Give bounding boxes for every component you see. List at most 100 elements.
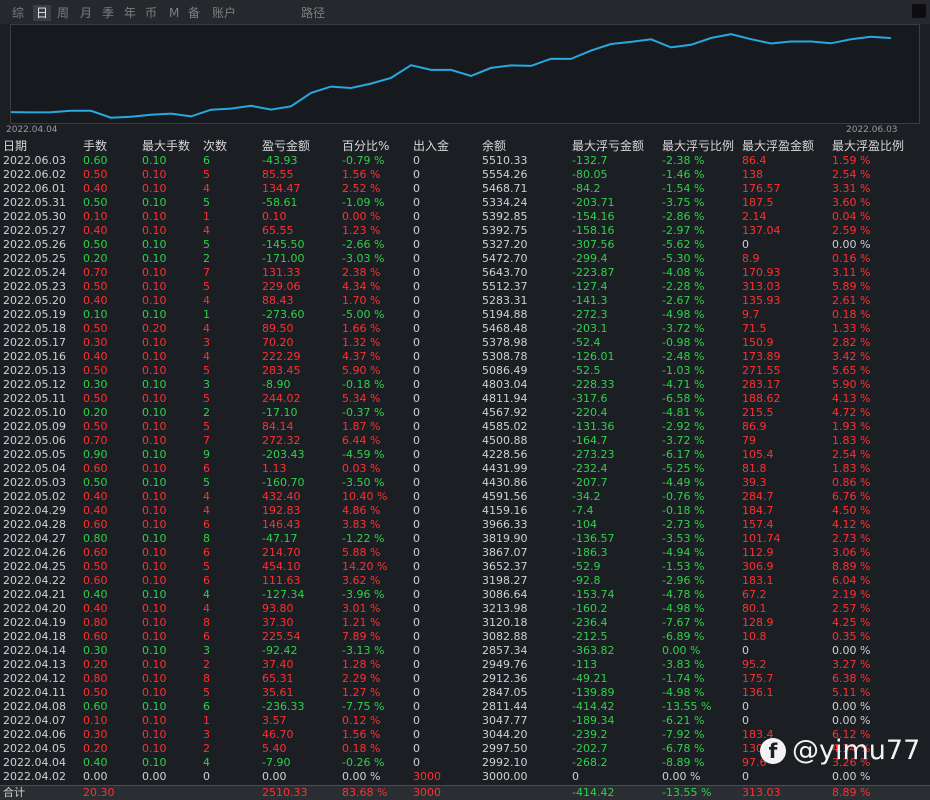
tab-9[interactable]: 账户 [212, 6, 237, 20]
table-row[interactable]: 2022.05.09 0.50 0.10 5 84.14 1.87 % 0 4585.02 -1… [0, 420, 930, 434]
cell-count: 8 [203, 532, 210, 545]
table-row[interactable]: 2022.04.25 0.50 0.10 5 454.10 14.20 % 0 3652.37… [0, 560, 930, 574]
cell-max-float-loss: -113 [572, 658, 597, 671]
table-row[interactable]: 2022.04.20 0.40 0.10 4 93.80 3.01 % 0 3213.98 -1… [0, 602, 930, 616]
cell-pnl: 111.63 [262, 574, 301, 587]
table-row[interactable]: 2022.05.10 0.20 0.10 2 -17.10 -0.37 % 0 4567.92… [0, 406, 930, 420]
cell-pct: -0.79 % [342, 154, 385, 167]
tab-7[interactable]: M [169, 6, 180, 20]
cell-max-float-profit: 79 [742, 434, 756, 447]
cell-deposit: 0 [413, 742, 420, 755]
table-row[interactable]: 2022.05.23 0.50 0.10 5 229.06 4.34 % 0 5512.37 -… [0, 280, 930, 294]
table-row[interactable]: 2022.05.16 0.40 0.10 4 222.29 4.37 % 0 5308.78 -… [0, 350, 930, 364]
header-lots[interactable]: 手数 [83, 139, 108, 153]
table-row[interactable]: 2022.05.30 0.10 0.10 1 0.10 0.00 % 0 5392.85 -15… [0, 210, 930, 224]
header-count[interactable]: 次数 [203, 139, 228, 153]
cell-pct: 7.89 % [342, 630, 381, 643]
table-row[interactable]: 2022.04.11 0.50 0.10 5 35.61 1.27 % 0 2847.05 -1… [0, 686, 930, 700]
table-row[interactable]: 2022.04.22 0.60 0.10 6 111.63 3.62 % 0 3198.27 -… [0, 574, 930, 588]
cell-pct: 1.21 % [342, 616, 381, 629]
table-row[interactable]: 2022.05.11 0.50 0.10 5 244.02 5.34 % 0 4811.94 -… [0, 392, 930, 406]
table-row[interactable]: 2022.06.02 0.50 0.10 5 85.55 1.56 % 0 5554.26 -8… [0, 168, 930, 182]
header-max-float-loss[interactable]: 最大浮亏金额 [572, 139, 645, 153]
table-row[interactable]: 2022.04.12 0.80 0.10 8 65.31 2.29 % 0 2912.36 -4… [0, 672, 930, 686]
tab-0[interactable]: 综 [12, 6, 25, 20]
header-max-lots[interactable]: 最大手数 [142, 139, 191, 153]
table-row[interactable]: 2022.05.26 0.50 0.10 5 -145.50 -2.66 % 0 5327.2… [0, 238, 930, 252]
cell-pct: 1.32 % [342, 336, 381, 349]
table-row[interactable]: 2022.05.20 0.40 0.10 4 88.43 1.70 % 0 5283.31 -1… [0, 294, 930, 308]
cell-max-lots: 0.10 [142, 700, 167, 713]
table-row[interactable]: 2022.05.13 0.50 0.10 5 283.45 5.90 % 0 5086.49 -… [0, 364, 930, 378]
cell-deposit: 0 [413, 560, 420, 573]
table-row[interactable]: 2022.05.24 0.70 0.10 7 131.33 2.38 % 0 5643.70 -… [0, 266, 930, 280]
table-row[interactable]: 2022.05.04 0.60 0.10 6 1.13 0.03 % 0 4431.99 -23… [0, 462, 930, 476]
cell-pct: -7.75 % [342, 700, 385, 713]
cell-date: 2022.04.25 [3, 560, 66, 573]
cell-lots: 0.40 [83, 182, 108, 195]
table-row[interactable]: 2022.04.27 0.80 0.10 8 -47.17 -1.22 % 0 3819.90… [0, 532, 930, 546]
table-row[interactable]: 2022.05.03 0.50 0.10 5 -160.70 -3.50 % 0 4430.8… [0, 476, 930, 490]
table-row[interactable]: 2022.05.31 0.50 0.10 5 -58.61 -1.09 % 0 5334.24… [0, 196, 930, 210]
header-pct[interactable]: 百分比% [342, 139, 390, 153]
header-pnl[interactable]: 盈亏金额 [262, 139, 311, 153]
table-row[interactable]: 2022.04.04 0.40 0.10 4 -7.90 -0.26 % 0 2992.10 -… [0, 756, 930, 770]
close-icon[interactable] [912, 4, 926, 18]
tab-6[interactable]: 币 [145, 6, 158, 20]
header-max-float-loss-pct[interactable]: 最大浮亏比例 [662, 139, 735, 153]
table-row[interactable]: 2022.05.17 0.30 0.10 3 70.20 1.32 % 0 5378.98 -5… [0, 336, 930, 350]
table-row[interactable]: 2022.04.19 0.80 0.10 8 37.30 1.21 % 0 3120.18 -2… [0, 616, 930, 630]
table-row[interactable]: 2022.04.13 0.20 0.10 2 37.40 1.28 % 0 2949.76 -1… [0, 658, 930, 672]
table-row[interactable]: 2022.04.21 0.40 0.10 4 -127.34 -3.96 % 0 3086.6… [0, 588, 930, 602]
header-balance[interactable]: 余额 [482, 139, 507, 153]
table-row[interactable]: 2022.05.02 0.40 0.10 4 432.40 10.40 % 0 4591.56… [0, 490, 930, 504]
table-row[interactable]: 2022.06.01 0.40 0.10 4 134.47 2.52 % 0 5468.71 -… [0, 182, 930, 196]
cell-count: 5 [203, 168, 210, 181]
header-date[interactable]: 日期 [3, 139, 28, 153]
tab-2[interactable]: 周 [57, 6, 70, 20]
cell-max-float-profit: 130 [742, 742, 763, 755]
table-row[interactable]: 2022.05.19 0.10 0.10 1 -273.60 -5.00 % 0 5194.8… [0, 308, 930, 322]
cell-max-float-profit-pct: 5.65 % [832, 364, 871, 377]
table-row[interactable]: 2022.05.27 0.40 0.10 4 65.55 1.23 % 0 5392.75 -1… [0, 224, 930, 238]
tab-1[interactable]: 日 [33, 5, 52, 21]
cell-max-float-profit-pct: 5.11 % [832, 686, 871, 699]
table-row[interactable]: 2022.04.06 0.30 0.10 3 46.70 1.56 % 0 3044.20 -2… [0, 728, 930, 742]
cell-deposit: 0 [413, 546, 420, 559]
total-max-float-loss: -414.42 [572, 786, 615, 799]
table-row[interactable]: 2022.06.03 0.60 0.10 6 -43.93 -0.79 % 0 5510.33… [0, 154, 930, 168]
table-row[interactable]: 2022.05.18 0.50 0.20 4 89.50 1.66 % 0 5468.48 -2… [0, 322, 930, 336]
table-row[interactable]: 2022.05.25 0.20 0.10 2 -171.00 -3.03 % 0 5472.7… [0, 252, 930, 266]
tab-10[interactable]: 路径 [301, 6, 326, 20]
cell-count: 5 [203, 196, 210, 209]
cell-pct: 1.56 % [342, 728, 381, 741]
tab-4[interactable]: 季 [102, 6, 115, 20]
table-row[interactable]: 2022.04.14 0.30 0.10 3 -92.42 -3.13 % 0 2857.34… [0, 644, 930, 658]
cell-lots: 0.80 [83, 532, 108, 545]
cell-max-float-profit-pct: 3.06 % [832, 546, 871, 559]
tab-3[interactable]: 月 [80, 6, 93, 20]
table-row[interactable]: 2022.04.08 0.60 0.10 6 -236.33 -7.75 % 0 2811.4… [0, 700, 930, 714]
cell-deposit: 0 [413, 728, 420, 741]
cell-max-lots: 0.10 [142, 462, 167, 475]
tab-8[interactable]: 备 [188, 6, 201, 20]
table-row[interactable]: 2022.04.29 0.40 0.10 4 192.83 4.86 % 0 4159.16 -… [0, 504, 930, 518]
table-row[interactable]: 2022.04.18 0.60 0.10 6 225.54 7.89 % 0 3082.88 -… [0, 630, 930, 644]
header-deposit[interactable]: 出入金 [413, 139, 450, 153]
table-row[interactable]: 2022.04.02 0.00 0.00 0 0.00 0.00 % 3000 3000.00… [0, 770, 930, 784]
cell-lots: 0.40 [83, 294, 108, 307]
header-max-float-profit-pct[interactable]: 最大浮盈比例 [832, 139, 905, 153]
table-row[interactable]: 2022.04.05 0.20 0.10 2 5.40 0.18 % 0 2997.50 -20… [0, 742, 930, 756]
table-row[interactable]: 2022.05.12 0.30 0.10 3 -8.90 -0.18 % 0 4803.04 -… [0, 378, 930, 392]
cell-date: 2022.05.16 [3, 350, 66, 363]
table-row[interactable]: 2022.04.26 0.60 0.10 6 214.70 5.88 % 0 3867.07 -… [0, 546, 930, 560]
table-row[interactable]: 2022.04.07 0.10 0.10 1 3.57 0.12 % 0 3047.77 -18… [0, 714, 930, 728]
table-row[interactable]: 2022.05.05 0.90 0.10 9 -203.43 -4.59 % 0 4228.5… [0, 448, 930, 462]
cell-max-lots: 0.10 [142, 630, 167, 643]
table-row[interactable]: 2022.04.28 0.60 0.10 6 146.43 3.83 % 0 3966.33 -… [0, 518, 930, 532]
cell-deposit: 0 [413, 616, 420, 629]
table-row[interactable]: 2022.05.06 0.70 0.10 7 272.32 6.44 % 0 4500.88 -… [0, 434, 930, 448]
tab-5[interactable]: 年 [124, 6, 137, 20]
cell-deposit: 0 [413, 420, 420, 433]
header-max-float-profit[interactable]: 最大浮盈金额 [742, 139, 815, 153]
